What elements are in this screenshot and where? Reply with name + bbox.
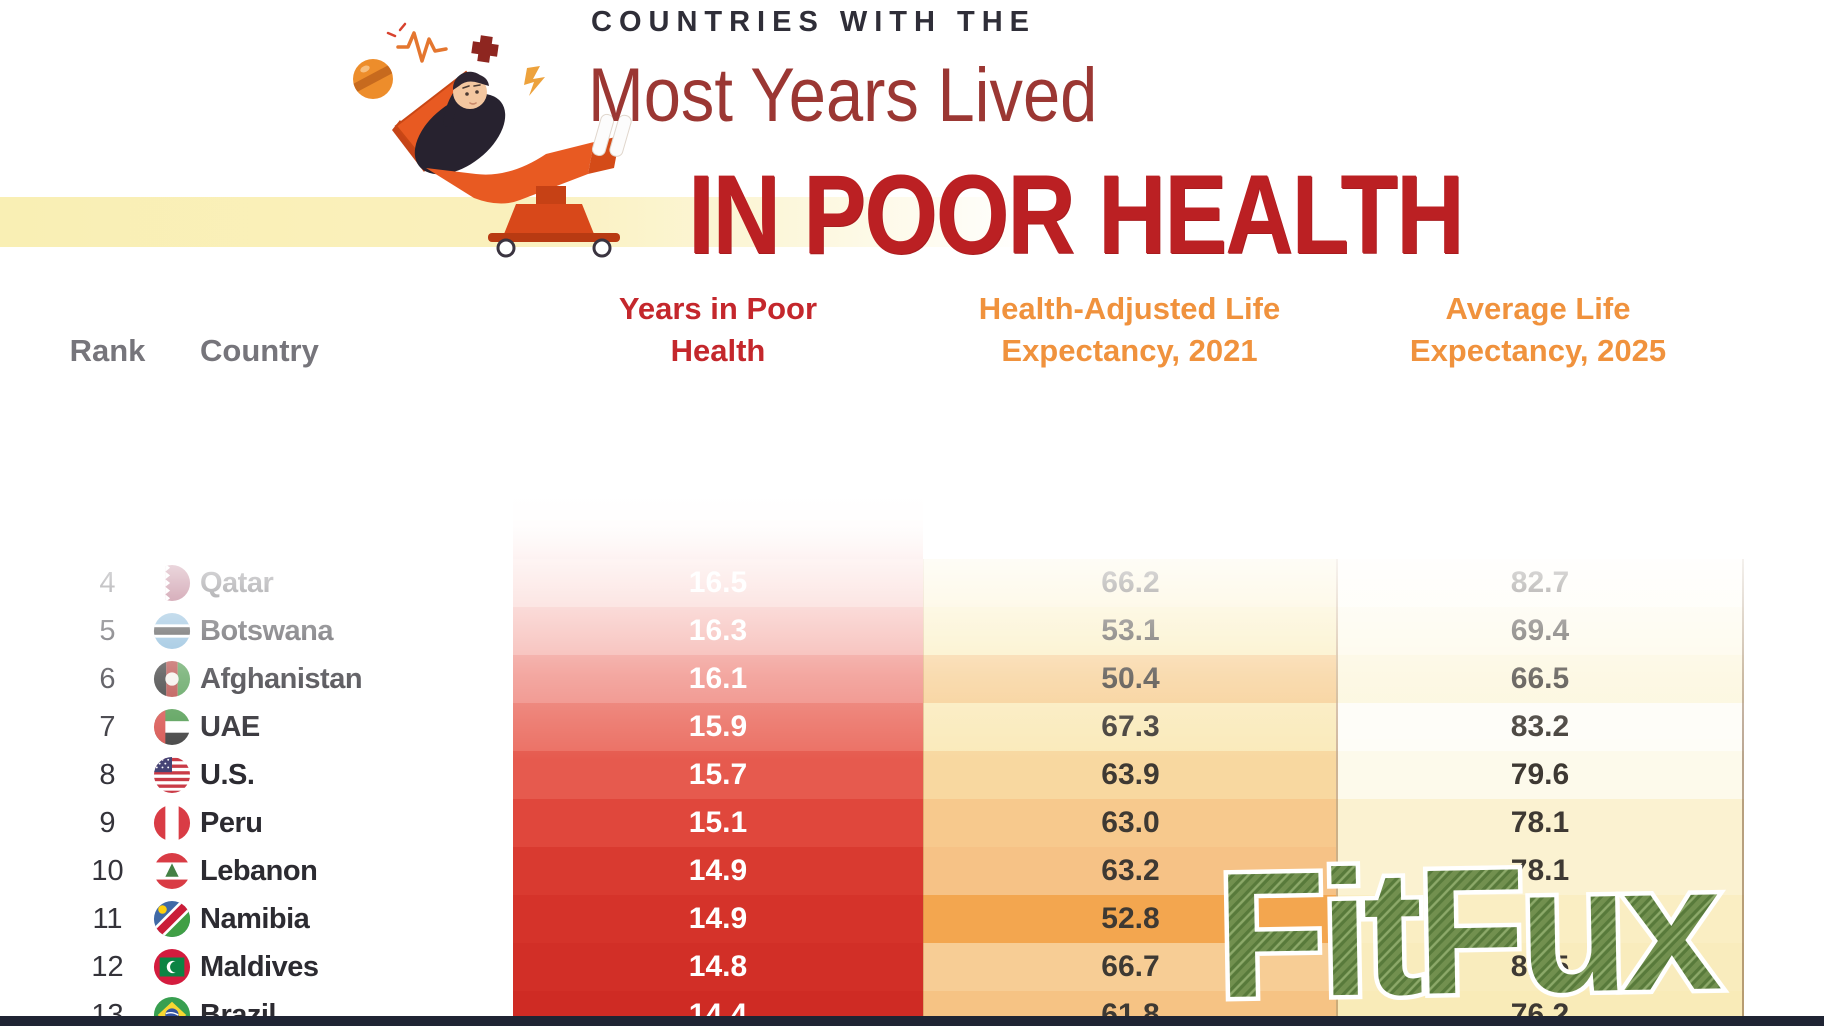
country-name: Botswana bbox=[200, 614, 333, 647]
yellow-band-decoration bbox=[0, 197, 1260, 247]
hale-2021-value: 67.3 bbox=[923, 703, 1337, 753]
rank-value: 10 bbox=[91, 854, 124, 887]
hale-2021-value: 66.2 bbox=[923, 559, 1337, 609]
country-name: Namibia bbox=[200, 902, 310, 935]
table-row: 10 Lebanon 14.9 63.2 78.1 bbox=[0, 847, 1824, 897]
avg-le-2025-value: 78.1 bbox=[1336, 799, 1744, 849]
column-header-country: Country bbox=[200, 333, 319, 368]
rank-value: 8 bbox=[99, 758, 116, 791]
bottom-bar bbox=[0, 1016, 1824, 1026]
qatar-flag-icon bbox=[152, 559, 192, 607]
country-name: Lebanon bbox=[200, 854, 318, 887]
peru-flag-icon bbox=[152, 799, 192, 847]
hale-2021-value: 53.1 bbox=[923, 607, 1337, 657]
years-poor-health-value: 14.9 bbox=[513, 895, 923, 945]
avg-le-2025-value: 69.4 bbox=[1336, 607, 1744, 657]
title-kicker: COUNTRIES WITH THE bbox=[591, 6, 1036, 38]
table-row: 7 UAE 15.9 67.3 83.2 bbox=[0, 703, 1824, 753]
years-poor-health-value: 16.3 bbox=[513, 607, 923, 657]
faded-rows-gradient bbox=[513, 465, 923, 559]
medical-cross-icon bbox=[471, 35, 499, 63]
table-row: 12 Maldives 14.8 66.7 81.5 bbox=[0, 943, 1824, 993]
rank-value: 7 bbox=[99, 710, 116, 743]
column-header-avg-le-2025: Average Life Expectancy, 2025 bbox=[1409, 291, 1667, 368]
years-poor-health-value: 14.9 bbox=[513, 847, 923, 897]
column-header-years-poor-health: Years in Poor Health bbox=[618, 291, 818, 368]
rank-value: 12 bbox=[91, 950, 124, 983]
table-row: 6 Afghanistan 16.1 50.4 66.5 bbox=[0, 655, 1824, 705]
watermark: FitFux bbox=[1211, 820, 1822, 1026]
years-poor-health-value: 15.7 bbox=[513, 751, 923, 801]
avg-le-2025-value: 81.5 bbox=[1336, 943, 1744, 993]
country-name: UAE bbox=[200, 710, 260, 743]
botswana-flag-icon bbox=[152, 607, 192, 655]
avg-le-2025-value: 66.5 bbox=[1336, 655, 1744, 705]
rank-value: 11 bbox=[92, 902, 123, 935]
afghanistan-flag-icon bbox=[152, 655, 192, 703]
years-poor-health-value: 15.9 bbox=[513, 703, 923, 753]
country-name: U.S. bbox=[200, 758, 255, 791]
years-poor-health-value: 16.1 bbox=[513, 655, 923, 705]
rank-value: 9 bbox=[99, 806, 116, 839]
avg-le-2025-value: 82.7 bbox=[1336, 559, 1744, 609]
uae-flag-icon bbox=[152, 703, 192, 751]
lebanon-flag-icon bbox=[152, 847, 192, 895]
column-header-hale-2021: Health-Adjusted Life Expectancy, 2021 bbox=[978, 291, 1281, 368]
years-poor-health-value: 15.1 bbox=[513, 799, 923, 849]
table-row: 4 Qatar 16.5 66.2 82.7 bbox=[0, 559, 1824, 609]
country-name: Maldives bbox=[200, 950, 319, 983]
heartbeat-bubble-icon bbox=[386, 17, 453, 79]
table-header-row: Rank Country Years in Poor Health Health… bbox=[0, 288, 1824, 384]
title-line2: IN POOR HEALTH bbox=[688, 152, 1464, 277]
wheel-icon bbox=[496, 238, 516, 258]
rank-value: 6 bbox=[99, 662, 116, 695]
table-row: 5 Botswana 16.3 53.1 69.4 bbox=[0, 607, 1824, 657]
country-name: Qatar bbox=[200, 566, 274, 599]
hale-2021-value: 63.9 bbox=[923, 751, 1337, 801]
pill-icon bbox=[346, 59, 399, 99]
pain-spark-bubble-icon bbox=[509, 55, 559, 105]
sick-person-recliner-illustration bbox=[346, 16, 678, 260]
table-row: 8 U.S. 15.7 63.9 79.6 bbox=[0, 751, 1824, 801]
maldives-flag-icon bbox=[152, 943, 192, 991]
watermark-text: FitFux bbox=[1215, 827, 1721, 1026]
table-row: 9 Peru 15.1 63.0 78.1 bbox=[0, 799, 1824, 849]
recliner-chair bbox=[392, 70, 632, 258]
country-name: Peru bbox=[200, 806, 263, 839]
hale-2021-value: 63.2 bbox=[923, 847, 1337, 897]
wheel-icon bbox=[592, 238, 612, 258]
years-poor-health-value: 16.5 bbox=[513, 559, 923, 609]
column-header-rank: Rank bbox=[69, 333, 146, 368]
hale-2021-value: 63.0 bbox=[923, 799, 1337, 849]
country-name: Afghanistan bbox=[200, 662, 363, 695]
title-line1: Most Years Lived bbox=[588, 53, 1098, 138]
rank-value: 4 bbox=[99, 566, 116, 599]
avg-le-2025-value: 79.6 bbox=[1336, 751, 1744, 801]
hale-2021-value: 50.4 bbox=[923, 655, 1337, 705]
us-flag-icon bbox=[152, 751, 192, 799]
namibia-flag-icon bbox=[152, 895, 192, 943]
avg-le-2025-value: 83.2 bbox=[1336, 703, 1744, 753]
rank-value: 5 bbox=[99, 614, 116, 647]
years-poor-health-value: 14.8 bbox=[513, 943, 923, 993]
